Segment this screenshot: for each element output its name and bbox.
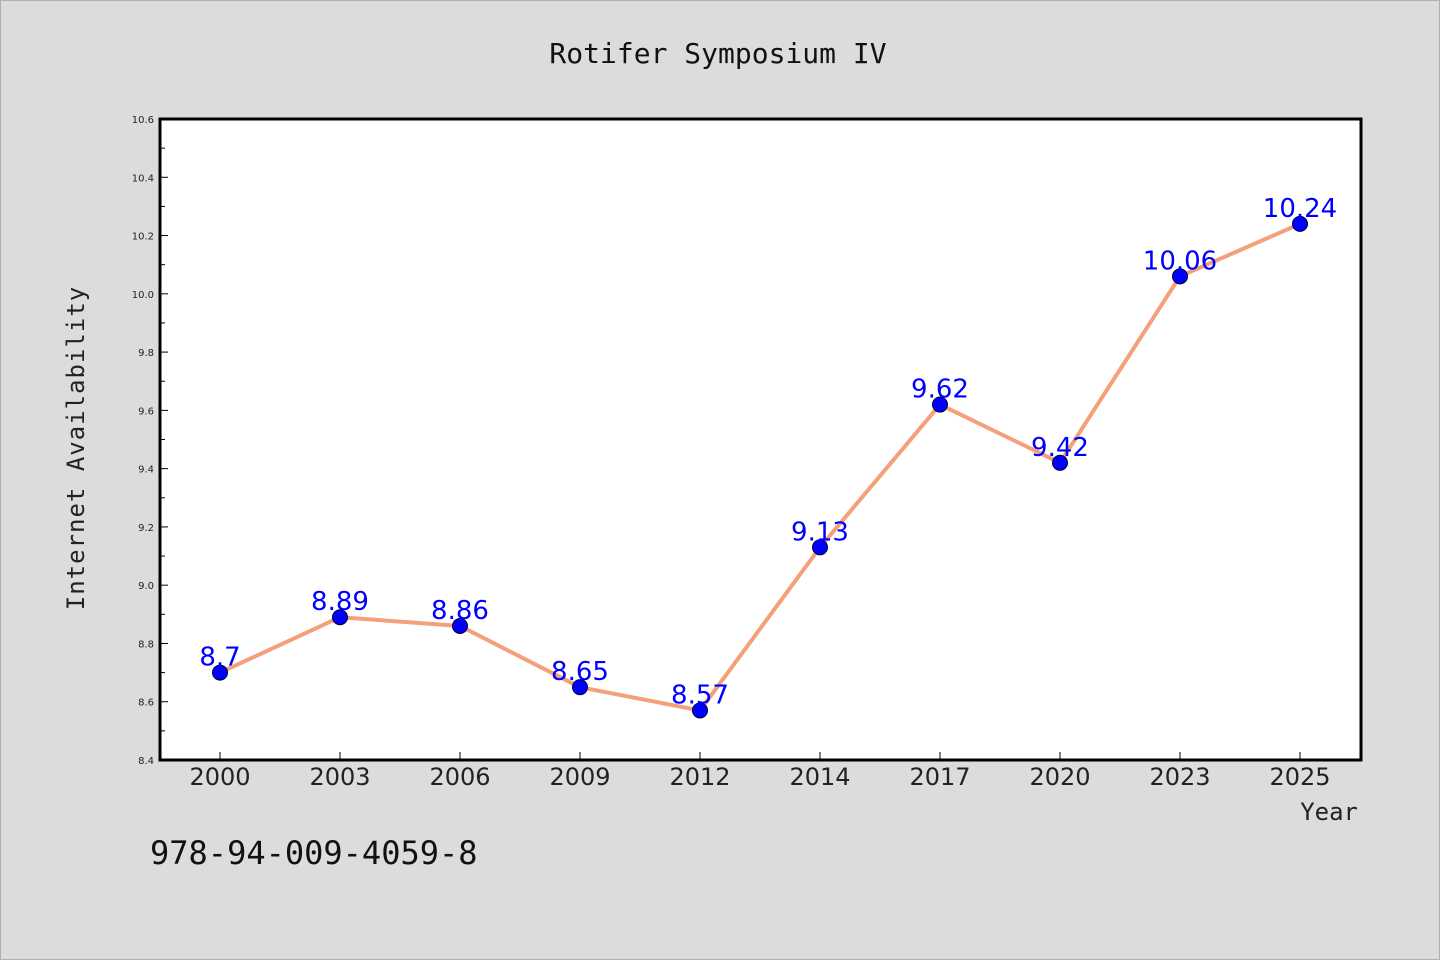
y-tick-label: 8.6 xyxy=(138,698,154,709)
data-point-marker xyxy=(932,396,948,413)
x-tick-label: 2012 xyxy=(669,763,730,791)
data-label: 8.57 xyxy=(671,680,729,710)
data-point-marker xyxy=(332,609,348,626)
data-label: 10.24 xyxy=(1263,194,1337,224)
data-point-marker xyxy=(572,679,588,696)
data-point-marker xyxy=(452,617,468,634)
data-label: 8.65 xyxy=(551,657,609,687)
y-tick-label: 9.6 xyxy=(138,406,154,417)
x-tick-label: 2017 xyxy=(909,763,970,791)
data-point-marker xyxy=(212,664,228,681)
x-tick-label: 2006 xyxy=(429,763,490,791)
x-tick-label: 2023 xyxy=(1149,763,1210,791)
y-axis-label: Internet Availability xyxy=(62,286,90,610)
data-label: 8.86 xyxy=(431,596,489,626)
y-tick-label: 10.2 xyxy=(132,232,154,243)
x-tick-label: 2000 xyxy=(189,763,250,791)
data-label: 9.62 xyxy=(911,375,969,405)
data-point-marker xyxy=(692,702,708,719)
data-label: 8.89 xyxy=(311,587,369,617)
y-tick-label: 8.4 xyxy=(138,756,154,767)
x-tick-label: 2009 xyxy=(549,763,610,791)
y-tick-label: 10.4 xyxy=(132,173,154,184)
x-tick-label: 2025 xyxy=(1269,763,1330,791)
x-tick-label: 2014 xyxy=(789,763,850,791)
isbn-text: 978-94-009-4059-8 xyxy=(150,834,478,872)
x-axis: 2000 2003 2006 2009 2012 2014 2017 2020 2023 2025 xyxy=(189,752,1331,791)
data-label: 10.06 xyxy=(1143,246,1217,276)
data-point-marker xyxy=(1292,215,1308,232)
y-tick-label: 9.4 xyxy=(138,465,154,476)
y-tick-label: 8.8 xyxy=(138,639,154,650)
y-tick-label: 10.6 xyxy=(132,115,154,126)
x-tick-label: 2020 xyxy=(1029,763,1090,791)
y-tick-label: 10.0 xyxy=(132,290,154,301)
y-axis: 8.4 8.6 8.8 9.0 9.2 9.4 9.6 9.8 10.0 10.2 10.4 10.6 xyxy=(132,115,168,767)
data-label: 8.7 xyxy=(199,643,240,673)
plot-area xyxy=(158,117,1363,762)
data-point-marker xyxy=(1052,454,1068,471)
series-line xyxy=(218,221,1302,713)
chart-title: Rotifer Symposium IV xyxy=(549,37,886,70)
data-point-marker xyxy=(1172,268,1188,285)
y-tick-label: 9.0 xyxy=(138,581,154,592)
x-axis-label: Year xyxy=(1300,798,1358,826)
series-line-group xyxy=(212,215,1308,719)
x-tick-label: 2003 xyxy=(309,763,370,791)
y-tick-label: 9.2 xyxy=(138,523,154,534)
data-point-marker xyxy=(812,539,828,556)
data-label: 9.42 xyxy=(1031,433,1089,463)
y-tick-label: 9.8 xyxy=(138,348,154,359)
data-label: 9.13 xyxy=(791,517,849,547)
data-labels-group: 8.7 8.89 8.86 8.65 8.57 9.13 9.62 9.42 10.06 10.2… xyxy=(199,194,1337,711)
